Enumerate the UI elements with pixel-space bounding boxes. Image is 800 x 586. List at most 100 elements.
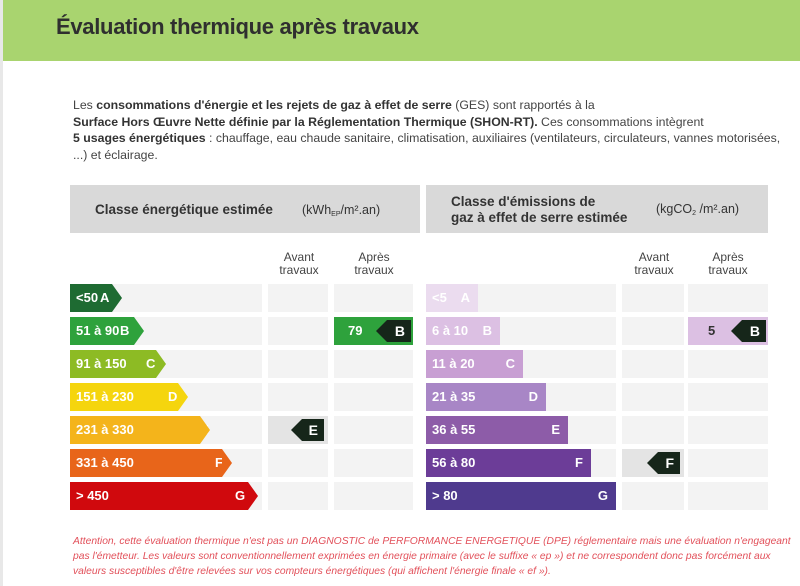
energy-class-letter: F	[215, 455, 223, 470]
energy-avant-marker: E	[291, 419, 324, 441]
ges-class-range: 6 à 10	[432, 323, 469, 338]
energy-apres-cell	[334, 350, 413, 378]
energy-avant-letter: E	[308, 422, 318, 438]
left-edge	[0, 0, 3, 586]
energy-apres-cell	[334, 482, 413, 510]
energy-class-letter: G	[235, 488, 246, 503]
ges-class-letter: C	[505, 356, 515, 371]
energy-class-bar-a: <50 A	[70, 284, 122, 312]
tag-arrow-icon	[376, 320, 387, 342]
ges-class-bar-b: 6 à 10 B	[426, 317, 500, 345]
arrow-tip-icon	[200, 416, 210, 444]
energy-class-bar-b: 51 à 90 B	[70, 317, 144, 345]
energy-avant-cell	[268, 350, 328, 378]
energy-col-apres: Après travaux	[354, 250, 394, 277]
energy-class-letter: B	[120, 323, 130, 338]
energy-apres-cell: 79 B	[334, 317, 413, 345]
ges-class-letter: F	[575, 455, 583, 470]
energy-unit: (kWhEP/m².an)	[302, 203, 381, 218]
ges-class-bar-e: 36 à 55 E	[426, 416, 568, 444]
energy-class-letter: A	[100, 290, 110, 305]
arrow-tip-icon	[248, 482, 258, 510]
ges-apres-cell	[688, 383, 768, 411]
tag-arrow-icon	[647, 452, 658, 474]
energy-class-bar-c: 91 à 150 C	[70, 350, 166, 378]
energy-class-range: 151 à 230	[76, 389, 134, 404]
ges-avant-cell	[622, 317, 684, 345]
ges-class-bar-f: 56 à 80 F	[426, 449, 591, 477]
intro-bold-3: 5 usages énergétiques	[73, 131, 206, 146]
ges-panel-title: Classe d'émissions de gaz à effet de serr…	[451, 194, 628, 225]
energy-avant-cell	[268, 383, 328, 411]
energy-class-range: 51 à 90	[76, 323, 120, 338]
ges-class-bar-d: 21 à 35 D	[426, 383, 546, 411]
ges-class-letter: G	[597, 488, 608, 503]
ges-class-range: 21 à 35	[432, 389, 476, 404]
energy-class-letter: C	[146, 356, 156, 371]
energy-class-bar-g: > 450 G	[70, 482, 258, 510]
energy-avant-cell	[268, 317, 328, 345]
energy-class-range: 331 à 450	[76, 455, 134, 470]
ges-class-bar-c: 11 à 20 C	[426, 350, 523, 378]
energy-avant-cell	[268, 284, 328, 312]
energy-col-avant: Avant travaux	[279, 250, 319, 277]
energy-apres-cell	[334, 416, 413, 444]
energy-class-range: > 450	[76, 488, 109, 503]
energy-class-bar-e: 231 à 330 E	[70, 416, 210, 444]
ges-apres-cell	[688, 482, 768, 510]
energy-apres-cell	[334, 284, 413, 312]
energy-class-range: <50	[76, 290, 99, 305]
ges-class-range: 56 à 80	[432, 455, 476, 470]
ges-avant-cell	[622, 416, 684, 444]
arrow-tip-icon	[178, 383, 188, 411]
intro-bold-2: Surface Hors Œuvre Nette définie par la …	[73, 114, 538, 129]
ges-class-letter: E	[551, 422, 560, 437]
energy-avant-cell	[268, 449, 328, 477]
energy-apres-cell	[334, 449, 413, 477]
energy-apres-value: 79	[348, 323, 363, 338]
ges-avant-cell	[622, 350, 684, 378]
ges-avant-letter: F	[665, 455, 674, 471]
ges-apres-cell	[688, 284, 768, 312]
intro-text-3: Ces consommations intègrent	[537, 114, 704, 129]
tag-arrow-icon	[731, 320, 742, 342]
ges-avant-cell	[622, 383, 684, 411]
energy-class-range: 91 à 150	[76, 356, 127, 371]
page-header: Évaluation thermique après travaux	[3, 0, 800, 61]
energy-class-bar-f: 331 à 450 F	[70, 449, 232, 477]
ges-apres-cell	[688, 350, 768, 378]
energy-class-letter: D	[168, 389, 178, 404]
energy-apres-cell	[334, 383, 413, 411]
ges-col-apres: Après travaux	[708, 250, 748, 277]
intro-text-1: Les	[73, 98, 97, 112]
disclaimer: Attention, cette évaluation thermique n'…	[73, 536, 791, 577]
arrow-tip-icon	[156, 350, 166, 378]
arrow-tip-icon	[222, 449, 232, 477]
ges-class-bar-a: <5 A	[426, 284, 478, 312]
ges-apres-cell	[688, 449, 768, 477]
ges-apres-marker: B	[731, 320, 766, 342]
energy-panel-title: Classe énergétique estimée	[95, 202, 273, 217]
ges-class-range: <5	[432, 290, 447, 305]
page-title: Évaluation thermique après travaux	[56, 14, 419, 39]
arrow-tip-icon	[134, 317, 144, 345]
ges-class-bar-g: > 80 G	[426, 482, 616, 510]
arrow-tip-icon	[112, 284, 122, 312]
intro-bold-1: consommations d'énergie et les rejets de…	[96, 98, 452, 112]
ges-class-range: 11 à 20	[432, 356, 475, 371]
energy-class-range: 231 à 330	[76, 422, 134, 437]
energy-apres-letter: B	[394, 323, 405, 339]
ges-apres-letter: B	[749, 323, 760, 339]
ges-apres-cell	[688, 416, 768, 444]
ges-avant-cell	[622, 284, 684, 312]
intro-text-4: : chauffage, eau chaude sanitaire, clima…	[73, 131, 781, 162]
energy-class-bar-d: 151 à 230 D	[70, 383, 188, 411]
ges-class-letter: B	[482, 323, 492, 338]
intro-text-2: (GES) sont rapportés à la	[451, 98, 595, 112]
ges-unit: (kgCO2 /m².an)	[656, 202, 740, 217]
energy-avant-cell	[268, 482, 328, 510]
ges-col-avant: Avant travaux	[634, 250, 674, 277]
ges-panel-header: Classe d'émissions de gaz à effet de serr…	[426, 185, 768, 233]
ges-avant-marker: F	[647, 452, 680, 474]
